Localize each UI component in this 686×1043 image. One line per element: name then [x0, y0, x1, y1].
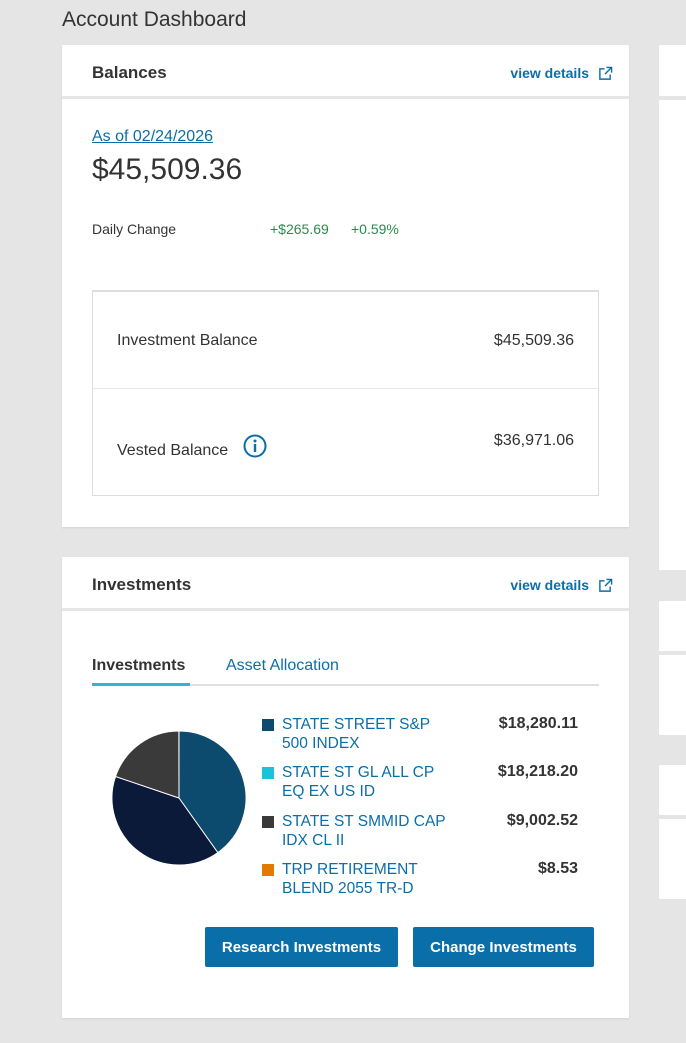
view-details-label: view details [510, 577, 589, 593]
research-investments-button[interactable]: Research Investments [205, 927, 398, 967]
tab-asset-allocation[interactable]: Asset Allocation [226, 657, 339, 674]
balances-title: Balances [92, 63, 167, 82]
fund-value: $18,280.11 [498, 715, 578, 732]
fund-value: $8.53 [537, 860, 578, 877]
vested-balance-label: Vested Balance [117, 442, 229, 459]
fund-item: STATE ST SMMID CAP IDX CL II $9,002.52 [262, 812, 582, 852]
view-details-label: view details [510, 65, 589, 81]
vested-balance-value: $36,971.06 [493, 432, 574, 449]
balance-table: Investment Balance $45,509.36 Vested Bal… [92, 290, 599, 496]
fund-value: $18,218.20 [497, 763, 578, 780]
side-card-3-header [659, 765, 686, 815]
fund-color-swatch [262, 816, 274, 828]
investments-view-details-link[interactable]: view details [510, 577, 613, 593]
as-of-date-link[interactable]: As of 02/24/2026 [92, 128, 213, 145]
side-card-1-header [659, 45, 686, 96]
investment-balance-value: $45,509.36 [493, 332, 574, 349]
daily-change-amount: +$265.69 [270, 221, 329, 237]
fund-item: TRP RETIREMENT BLEND 2055 TR-D $8.53 [262, 860, 582, 900]
fund-name-link[interactable]: STATE STREET S&P 500 INDEX [282, 716, 430, 752]
side-card-2-body [659, 655, 686, 735]
fund-color-swatch [262, 767, 274, 779]
total-balance: $45,509.36 [92, 153, 243, 186]
external-link-icon [599, 66, 613, 80]
pie-slice [114, 730, 180, 799]
investment-balance-row: Investment Balance $45,509.36 [93, 292, 598, 389]
balances-card-header: Balances view details [62, 45, 629, 99]
balances-card: Balances view details As of 02/24/2026 $… [62, 45, 629, 527]
daily-change-percent: +0.59% [351, 221, 399, 237]
tab-investments[interactable]: Investments [92, 657, 190, 686]
fund-name-link[interactable]: TRP RETIREMENT BLEND 2055 TR-D [282, 861, 418, 897]
fund-color-swatch [262, 864, 274, 876]
balances-view-details-link[interactable]: view details [510, 65, 613, 81]
side-card-3-body [659, 819, 686, 899]
change-investments-button[interactable]: Change Investments [413, 927, 594, 967]
vested-balance-row: Vested Balance $36,971.06 [93, 389, 598, 496]
investments-tabs: Investments Asset Allocation [92, 654, 599, 686]
daily-change-label: Daily Change [92, 221, 177, 237]
fund-item: STATE STREET S&P 500 INDEX $18,280.11 [262, 715, 582, 755]
pie-slice [111, 775, 219, 866]
fund-item: STATE ST GL ALL CP EQ EX US ID $18,218.2… [262, 763, 582, 803]
external-link-icon [599, 578, 613, 592]
side-card-2-header [659, 601, 686, 651]
pie-slice [178, 730, 247, 854]
fund-value: $9,002.52 [506, 812, 578, 829]
investments-title: Investments [92, 575, 192, 594]
fund-color-swatch [262, 719, 274, 731]
side-card-1-body [659, 100, 686, 570]
investments-card-header: Investments view details [62, 557, 629, 611]
fund-name-link[interactable]: STATE ST SMMID CAP IDX CL II [282, 813, 446, 849]
page-title: Account Dashboard [62, 8, 247, 31]
allocation-pie-chart [111, 730, 247, 866]
fund-name-link[interactable]: STATE ST GL ALL CP EQ EX US ID [282, 764, 434, 800]
info-icon[interactable] [243, 434, 267, 458]
investments-card: Investments view details Investments Ass… [62, 557, 629, 1018]
investment-balance-label: Investment Balance [117, 332, 258, 349]
